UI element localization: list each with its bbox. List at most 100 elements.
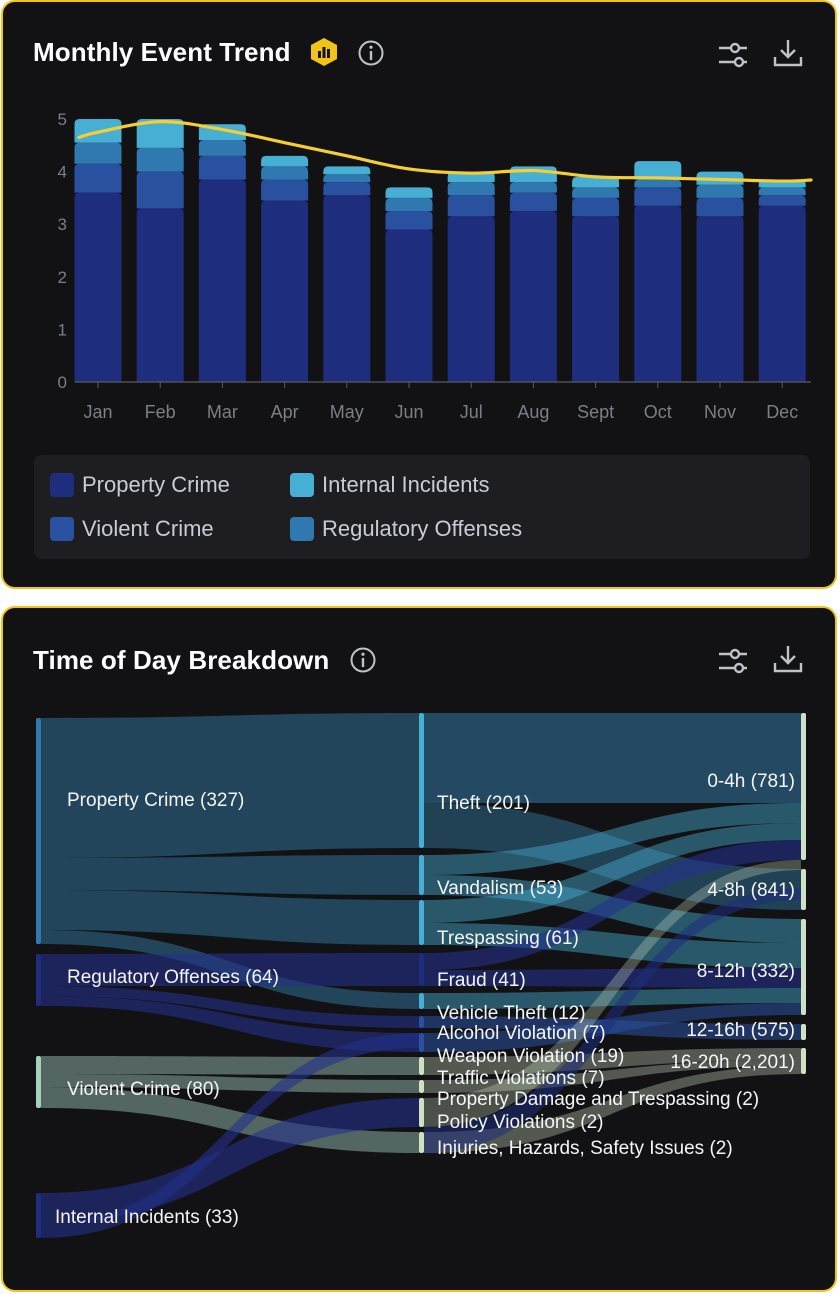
bar-segment-property-crime[interactable] xyxy=(261,200,309,382)
bar-segment-violent-crime[interactable] xyxy=(447,195,495,217)
sankey-node-injuries[interactable] xyxy=(419,1132,424,1153)
bar-segment-violent-crime[interactable] xyxy=(696,197,744,217)
flow-theft-0-4h[interactable] xyxy=(424,713,801,803)
sankey-node-alcohol[interactable] xyxy=(419,1016,424,1028)
bar-segment-property-crime[interactable] xyxy=(572,216,620,382)
bar-segment-regulatory-offenses[interactable] xyxy=(385,197,433,212)
bar-segment-property-crime[interactable] xyxy=(696,216,744,382)
flow-traffic-16-20h[interactable] xyxy=(424,1048,801,1075)
flow-weapon-8-12h[interactable] xyxy=(424,1003,801,1052)
flow-propdamage-16-20h[interactable] xyxy=(424,1060,801,1093)
flow-fraud-8-12h[interactable] xyxy=(424,968,801,988)
filter-sliders-icon[interactable] xyxy=(715,37,751,73)
sankey-node-violent[interactable] xyxy=(36,1056,41,1108)
flow-internal-policy[interactable] xyxy=(41,1098,419,1223)
sankey-node-internal[interactable] xyxy=(36,1193,41,1238)
legend-item-property-crime[interactable]: Property Crime xyxy=(50,472,230,498)
bar-segment-property-crime[interactable] xyxy=(136,208,184,382)
sankey-node-h8[interactable] xyxy=(801,919,806,1015)
bar-segment-internal-incidents[interactable] xyxy=(572,176,620,188)
flow-fraud-0-4h[interactable] xyxy=(424,840,801,970)
flow-regulatory-fraud[interactable] xyxy=(41,953,419,986)
bar-segment-regulatory-offenses[interactable] xyxy=(758,187,806,196)
flow-internal-weapon[interactable] xyxy=(41,1033,419,1238)
bar-segment-property-crime[interactable] xyxy=(634,205,682,382)
sankey-label-traffic: Traffic Violations (7) xyxy=(437,1068,605,1089)
bar-segment-property-crime[interactable] xyxy=(447,216,495,382)
bar-segment-violent-crime[interactable] xyxy=(572,197,620,217)
sankey-node-trespassing[interactable] xyxy=(419,900,424,945)
flow-violent-traffic[interactable] xyxy=(41,1056,419,1075)
bar-segment-property-crime[interactable] xyxy=(758,205,806,382)
sankey-node-property[interactable] xyxy=(36,718,41,944)
flow-regulatory-alcohol[interactable] xyxy=(41,986,419,1028)
bar-segment-internal-incidents[interactable] xyxy=(323,166,371,175)
bar-segment-violent-crime[interactable] xyxy=(758,195,806,206)
sankey-node-h12[interactable] xyxy=(801,1024,806,1040)
bar-segment-internal-incidents[interactable] xyxy=(634,161,682,180)
flow-property-theft[interactable] xyxy=(41,713,419,858)
flow-property-vandalism[interactable] xyxy=(41,855,419,895)
legend-item-violent-crime[interactable]: Violent Crime xyxy=(50,516,214,542)
flow-theft-4-8h[interactable] xyxy=(424,803,801,910)
sankey-node-policy[interactable] xyxy=(419,1098,424,1127)
bar-segment-violent-crime[interactable] xyxy=(634,187,682,206)
bar-segment-violent-crime[interactable] xyxy=(509,192,557,212)
bar-segment-internal-incidents[interactable] xyxy=(136,119,184,148)
bar-segment-property-crime[interactable] xyxy=(323,195,371,382)
sankey-node-traffic[interactable] xyxy=(419,1057,424,1075)
bar-segment-violent-crime[interactable] xyxy=(385,211,433,230)
flow-injuries-16-20h[interactable] xyxy=(424,1066,801,1153)
flow-trespassing-0-4h[interactable] xyxy=(424,823,801,923)
bar-segment-violent-crime[interactable] xyxy=(136,171,184,209)
bar-segment-regulatory-offenses[interactable] xyxy=(572,187,620,198)
bar-segment-regulatory-offenses[interactable] xyxy=(323,174,371,183)
bar-segment-regulatory-offenses[interactable] xyxy=(509,182,557,193)
sankey-node-h4[interactable] xyxy=(801,869,806,910)
filter-sliders-icon[interactable] xyxy=(715,643,751,679)
flow-violent-propdamage[interactable] xyxy=(41,1074,419,1093)
bar-segment-property-crime[interactable] xyxy=(74,192,122,382)
sankey-node-h16[interactable] xyxy=(801,1048,806,1074)
sankey-node-vehicle[interactable] xyxy=(419,993,424,1009)
sankey-node-vandalism[interactable] xyxy=(419,855,424,895)
sankey-node-propdamage[interactable] xyxy=(419,1080,424,1093)
sankey-node-h0[interactable] xyxy=(801,713,806,860)
flow-internal-4-8h[interactable] xyxy=(424,888,801,1153)
flow-vandalism-0-4h[interactable] xyxy=(424,803,801,875)
sankey-label-fraud: Fraud (41) xyxy=(437,970,526,991)
bar-segment-property-crime[interactable] xyxy=(509,211,557,382)
bar-segment-violent-crime[interactable] xyxy=(198,155,246,180)
bar-segment-regulatory-offenses[interactable] xyxy=(136,147,184,172)
bar-segment-internal-incidents[interactable] xyxy=(385,187,433,198)
bar-segment-regulatory-offenses[interactable] xyxy=(198,140,246,156)
flow-regulatory-weapon[interactable] xyxy=(41,996,419,1052)
sankey-node-theft[interactable] xyxy=(419,713,424,848)
bar-segment-internal-incidents[interactable] xyxy=(509,166,557,183)
bar-segment-internal-incidents[interactable] xyxy=(261,155,309,167)
download-icon[interactable] xyxy=(770,641,806,677)
bar-segment-regulatory-offenses[interactable] xyxy=(447,182,495,196)
sankey-node-weapon[interactable] xyxy=(419,1033,424,1052)
bar-segment-violent-crime[interactable] xyxy=(323,182,371,196)
sankey-node-fraud[interactable] xyxy=(419,953,424,986)
bar-segment-regulatory-offenses[interactable] xyxy=(696,184,744,198)
legend-item-regulatory-offenses[interactable]: Regulatory Offenses xyxy=(290,516,522,542)
flow-property-trespassing[interactable] xyxy=(41,890,419,945)
bar-segment-property-crime[interactable] xyxy=(385,229,433,382)
download-icon[interactable] xyxy=(770,35,806,71)
bar-segment-violent-crime[interactable] xyxy=(261,179,309,201)
bar-chart-badge-icon[interactable] xyxy=(309,36,339,68)
legend-item-internal-incidents[interactable]: Internal Incidents xyxy=(290,472,490,498)
sankey-node-regulatory[interactable] xyxy=(36,954,41,1006)
flow-vehicle-8-12h[interactable] xyxy=(424,988,801,1009)
bar-segment-regulatory-offenses[interactable] xyxy=(634,179,682,188)
bar-segment-regulatory-offenses[interactable] xyxy=(261,166,309,180)
flow-policy-4-8h[interactable] xyxy=(424,860,801,1127)
bar-segment-violent-crime[interactable] xyxy=(74,163,122,193)
info-icon[interactable] xyxy=(349,646,377,674)
bar-segment-property-crime[interactable] xyxy=(198,179,246,382)
flow-trespassing-8-12h[interactable] xyxy=(424,923,801,968)
bar-segment-regulatory-offenses[interactable] xyxy=(74,142,122,164)
info-icon[interactable] xyxy=(357,39,385,67)
